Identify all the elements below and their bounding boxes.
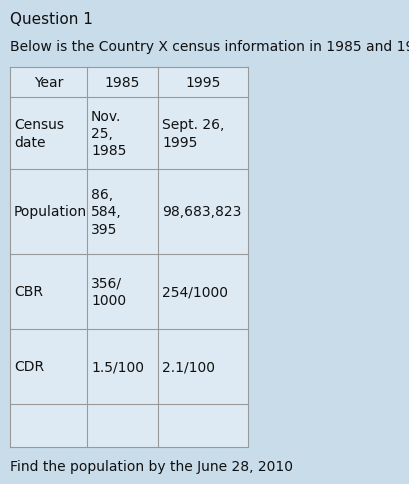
- Text: Nov.
25,
1985: Nov. 25, 1985: [91, 109, 126, 158]
- Text: Find the population by the June 28, 2010: Find the population by the June 28, 2010: [10, 459, 293, 473]
- Text: 1.5/100: 1.5/100: [91, 360, 144, 374]
- Text: Year: Year: [34, 76, 63, 90]
- Text: Sept. 26,
1995: Sept. 26, 1995: [162, 118, 225, 150]
- Text: Population: Population: [14, 205, 87, 219]
- Text: 86,
584,
395: 86, 584, 395: [91, 188, 122, 236]
- Text: 254/1000: 254/1000: [162, 285, 228, 299]
- Text: CDR: CDR: [14, 360, 44, 374]
- Text: 98,683,823: 98,683,823: [162, 205, 241, 219]
- Text: 1995: 1995: [185, 76, 221, 90]
- Text: Below is the Country X census information in 1985 and 199: Below is the Country X census informatio…: [10, 40, 409, 54]
- Text: Question 1: Question 1: [10, 12, 93, 27]
- Text: 356/
1000: 356/ 1000: [91, 276, 126, 307]
- Text: CBR: CBR: [14, 285, 43, 299]
- Text: 1985: 1985: [105, 76, 140, 90]
- Text: Census
date: Census date: [14, 118, 64, 150]
- Bar: [10, 68, 248, 447]
- Text: 2.1/100: 2.1/100: [162, 360, 215, 374]
